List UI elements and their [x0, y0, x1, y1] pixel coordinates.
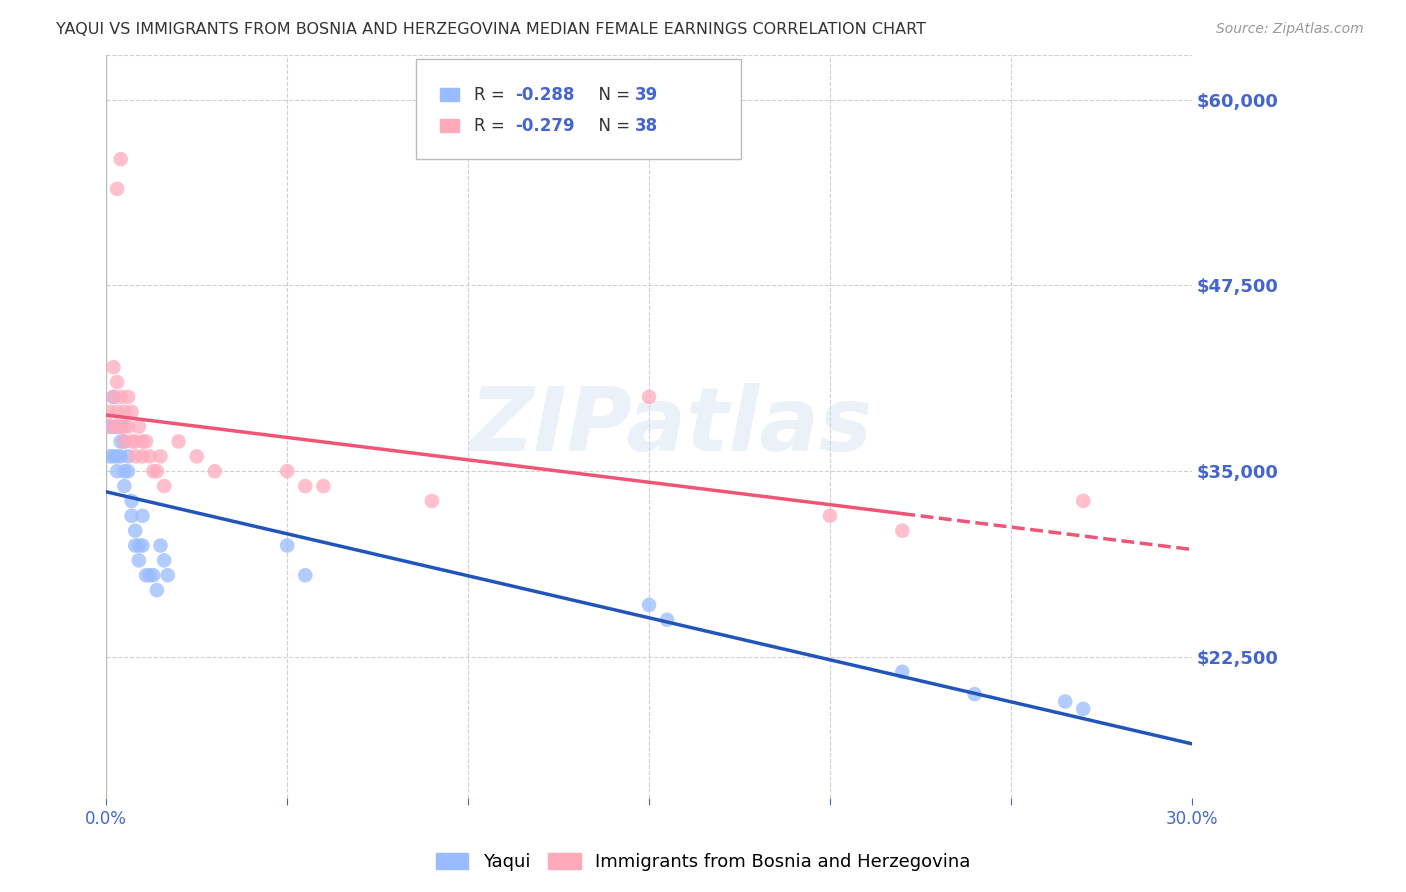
Point: [103, 390, 125, 404]
Point: [1054, 694, 1077, 708]
Point: [98, 419, 121, 434]
Point: [135, 434, 157, 449]
Point: [112, 464, 135, 478]
Point: [891, 665, 914, 679]
Point: [112, 405, 135, 419]
Bar: [440, 87, 458, 101]
Point: [276, 464, 298, 478]
Point: [112, 479, 135, 493]
Point: [121, 494, 143, 508]
Point: [128, 539, 150, 553]
Point: [891, 524, 914, 538]
Point: [103, 450, 125, 464]
Point: [110, 419, 132, 434]
Point: [1071, 702, 1094, 716]
Point: [124, 539, 146, 553]
Point: [128, 419, 150, 434]
Point: [294, 568, 316, 582]
Point: [103, 419, 125, 434]
Point: [153, 553, 176, 567]
Point: [146, 464, 169, 478]
Point: [105, 419, 128, 434]
Point: [131, 539, 153, 553]
Point: [131, 450, 153, 464]
Point: [135, 568, 157, 582]
Point: [124, 524, 146, 538]
Text: ZIPatlas: ZIPatlas: [470, 384, 872, 470]
Legend: Yaqui, Immigrants from Bosnia and Herzegovina: Yaqui, Immigrants from Bosnia and Herzeg…: [429, 846, 977, 879]
Point: [110, 390, 132, 404]
Text: R =: R =: [474, 86, 510, 103]
Point: [110, 152, 132, 166]
Text: 38: 38: [636, 117, 658, 135]
Point: [124, 434, 146, 449]
Point: [105, 182, 128, 196]
Point: [112, 419, 135, 434]
Point: [963, 687, 986, 701]
Point: [142, 464, 165, 478]
Point: [276, 539, 298, 553]
Text: R =: R =: [474, 117, 510, 135]
Point: [149, 539, 172, 553]
Text: 39: 39: [636, 86, 658, 103]
Point: [121, 434, 143, 449]
Point: [105, 419, 128, 434]
Point: [98, 419, 121, 434]
Point: [121, 405, 143, 419]
Text: N =: N =: [588, 117, 636, 135]
Point: [138, 568, 160, 582]
Text: -0.288: -0.288: [516, 86, 575, 103]
Text: Source: ZipAtlas.com: Source: ZipAtlas.com: [1216, 22, 1364, 37]
Point: [117, 464, 139, 478]
Point: [638, 390, 661, 404]
Point: [167, 434, 190, 449]
Point: [204, 464, 226, 478]
Point: [117, 419, 139, 434]
Point: [110, 450, 132, 464]
Point: [105, 450, 128, 464]
Point: [146, 583, 169, 598]
Point: [131, 434, 153, 449]
Point: [98, 405, 121, 419]
Bar: [440, 119, 458, 132]
Point: [103, 390, 125, 404]
Point: [105, 375, 128, 389]
Point: [110, 434, 132, 449]
Point: [1071, 494, 1094, 508]
Point: [124, 450, 146, 464]
Point: [112, 434, 135, 449]
Point: [98, 450, 121, 464]
Point: [138, 450, 160, 464]
Point: [128, 553, 150, 567]
Point: [105, 405, 128, 419]
Point: [117, 450, 139, 464]
Point: [131, 508, 153, 523]
Point: [105, 464, 128, 478]
Point: [110, 419, 132, 434]
Point: [142, 568, 165, 582]
Point: [186, 450, 208, 464]
Point: [156, 568, 179, 582]
Text: YAQUI VS IMMIGRANTS FROM BOSNIA AND HERZEGOVINA MEDIAN FEMALE EARNINGS CORRELATI: YAQUI VS IMMIGRANTS FROM BOSNIA AND HERZ…: [56, 22, 927, 37]
Point: [112, 434, 135, 449]
Point: [818, 508, 841, 523]
Point: [117, 390, 139, 404]
Point: [294, 479, 316, 493]
Point: [312, 479, 335, 493]
Point: [655, 613, 678, 627]
Point: [149, 450, 172, 464]
Text: -0.279: -0.279: [516, 117, 575, 135]
Point: [420, 494, 443, 508]
Point: [153, 479, 176, 493]
Point: [638, 598, 661, 612]
FancyBboxPatch shape: [416, 59, 741, 159]
Point: [121, 508, 143, 523]
Point: [103, 360, 125, 375]
Text: N =: N =: [588, 86, 636, 103]
